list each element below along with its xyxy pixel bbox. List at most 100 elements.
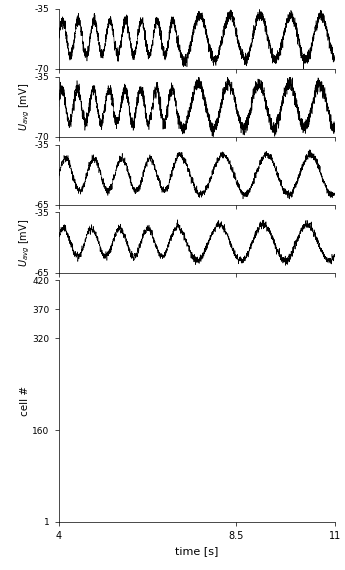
Point bbox=[172, 481, 178, 490]
Point bbox=[57, 381, 62, 390]
Point bbox=[173, 468, 179, 477]
Point bbox=[62, 283, 67, 292]
Point bbox=[280, 479, 286, 488]
Point bbox=[159, 421, 165, 430]
Point bbox=[141, 470, 146, 479]
Point bbox=[144, 421, 150, 430]
Point bbox=[286, 442, 292, 451]
Point bbox=[119, 491, 125, 500]
Point bbox=[320, 325, 326, 335]
Point bbox=[157, 466, 162, 475]
Point bbox=[313, 283, 319, 292]
Point bbox=[180, 308, 186, 317]
Point bbox=[170, 359, 176, 368]
Point bbox=[318, 404, 324, 413]
Point bbox=[300, 504, 306, 513]
Point bbox=[168, 276, 174, 286]
Point bbox=[66, 314, 71, 323]
Point bbox=[102, 409, 108, 418]
Point bbox=[141, 391, 147, 400]
Point bbox=[280, 503, 286, 512]
Point bbox=[102, 421, 107, 430]
Point bbox=[201, 291, 206, 300]
Point bbox=[179, 276, 185, 285]
Point bbox=[149, 410, 155, 419]
Point bbox=[215, 393, 220, 402]
Point bbox=[59, 397, 65, 406]
Point bbox=[58, 389, 63, 398]
Point bbox=[123, 506, 129, 515]
Point bbox=[327, 414, 332, 424]
Point bbox=[110, 294, 115, 303]
Point bbox=[213, 368, 219, 377]
Point bbox=[203, 449, 208, 458]
Point bbox=[308, 457, 313, 466]
Point bbox=[195, 428, 200, 437]
Point bbox=[91, 302, 97, 311]
Point bbox=[190, 363, 196, 372]
Point bbox=[150, 298, 155, 307]
Point bbox=[57, 480, 62, 489]
Point bbox=[256, 453, 262, 462]
Point bbox=[258, 323, 264, 332]
Point bbox=[233, 300, 238, 309]
Point bbox=[108, 514, 114, 523]
Point bbox=[92, 386, 97, 395]
Point bbox=[111, 300, 117, 309]
Point bbox=[126, 472, 131, 481]
Point bbox=[148, 447, 153, 456]
Point bbox=[246, 315, 252, 324]
Point bbox=[120, 386, 126, 395]
Point bbox=[227, 296, 233, 306]
Point bbox=[93, 482, 99, 491]
Point bbox=[78, 364, 83, 373]
Point bbox=[189, 302, 194, 311]
Point bbox=[139, 389, 144, 398]
Point bbox=[62, 492, 67, 501]
Point bbox=[58, 391, 64, 400]
Point bbox=[143, 403, 148, 412]
Point bbox=[93, 484, 98, 494]
Point bbox=[66, 300, 71, 310]
Point bbox=[259, 428, 264, 437]
Point bbox=[206, 315, 211, 324]
Point bbox=[172, 487, 178, 496]
Point bbox=[165, 286, 170, 295]
Point bbox=[118, 407, 124, 416]
Point bbox=[316, 439, 322, 449]
Point bbox=[129, 398, 134, 408]
Point bbox=[276, 354, 282, 363]
Point bbox=[217, 455, 222, 465]
Point bbox=[214, 463, 219, 473]
Point bbox=[67, 438, 72, 447]
Point bbox=[124, 360, 129, 369]
Point bbox=[124, 515, 129, 524]
Point bbox=[249, 369, 255, 378]
Point bbox=[192, 343, 197, 352]
Point bbox=[58, 365, 63, 374]
Point bbox=[285, 454, 290, 463]
Point bbox=[60, 349, 66, 358]
Point bbox=[170, 363, 175, 372]
Point bbox=[172, 492, 178, 502]
Point bbox=[198, 445, 204, 454]
Point bbox=[220, 384, 226, 393]
Point bbox=[125, 352, 130, 361]
Point bbox=[289, 294, 295, 303]
Point bbox=[274, 373, 280, 382]
Point bbox=[56, 455, 62, 464]
Point bbox=[295, 321, 301, 331]
Point bbox=[213, 392, 218, 401]
Point bbox=[280, 297, 285, 306]
Point bbox=[65, 431, 70, 441]
Point bbox=[124, 288, 129, 298]
Point bbox=[287, 283, 293, 292]
Point bbox=[94, 286, 99, 295]
Point bbox=[60, 503, 66, 512]
Point bbox=[182, 279, 187, 288]
Point bbox=[272, 500, 277, 510]
Point bbox=[76, 315, 81, 324]
Point bbox=[329, 289, 334, 298]
Point bbox=[62, 378, 68, 387]
Point bbox=[293, 406, 298, 415]
